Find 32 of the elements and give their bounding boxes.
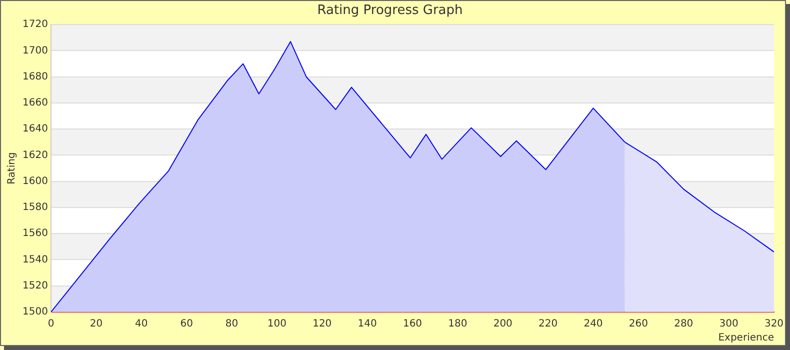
x-tick-label: 160 [402, 318, 422, 330]
x-tick-label: 200 [493, 318, 512, 330]
x-tick-label: 220 [538, 318, 558, 330]
x-tick-label: 260 [628, 318, 648, 330]
y-tick-label: 1520 [22, 280, 48, 292]
x-tick-label: 240 [584, 318, 603, 330]
y-tick-label: 1680 [22, 71, 48, 82]
x-tick-label: 180 [448, 318, 468, 330]
x-tick-label: 140 [358, 318, 377, 330]
y-tick-label: 1700 [22, 45, 48, 56]
y-tick-label: 1620 [22, 150, 48, 161]
y-tick-label: 1560 [22, 228, 48, 240]
x-tick-label: 80 [225, 318, 238, 330]
y-tick-label: 1660 [22, 98, 48, 109]
x-tick-label: 40 [135, 318, 148, 330]
y-axis-title: Rating [6, 152, 18, 184]
x-tick-label: 20 [90, 318, 103, 330]
y-tick-label: 1500 [22, 306, 48, 318]
y-tick-label: 1600 [22, 176, 48, 187]
x-tick-label: 0 [48, 318, 54, 330]
x-tick-label: 120 [312, 318, 332, 330]
chart-title: Rating Progress Graph [317, 3, 463, 18]
x-tick-label: 100 [267, 318, 286, 330]
y-tick-label: 1580 [22, 202, 48, 214]
x-tick-label: 300 [719, 318, 738, 330]
y-tick-label: 1640 [22, 124, 48, 135]
x-tick-label: 280 [674, 318, 694, 330]
y-tick-label: 1540 [22, 254, 48, 266]
x-tick-label: 60 [180, 318, 193, 330]
x-axis-title: Experience [718, 332, 774, 344]
x-tick-label: 320 [764, 318, 784, 330]
y-tick-label: 1720 [22, 19, 48, 30]
